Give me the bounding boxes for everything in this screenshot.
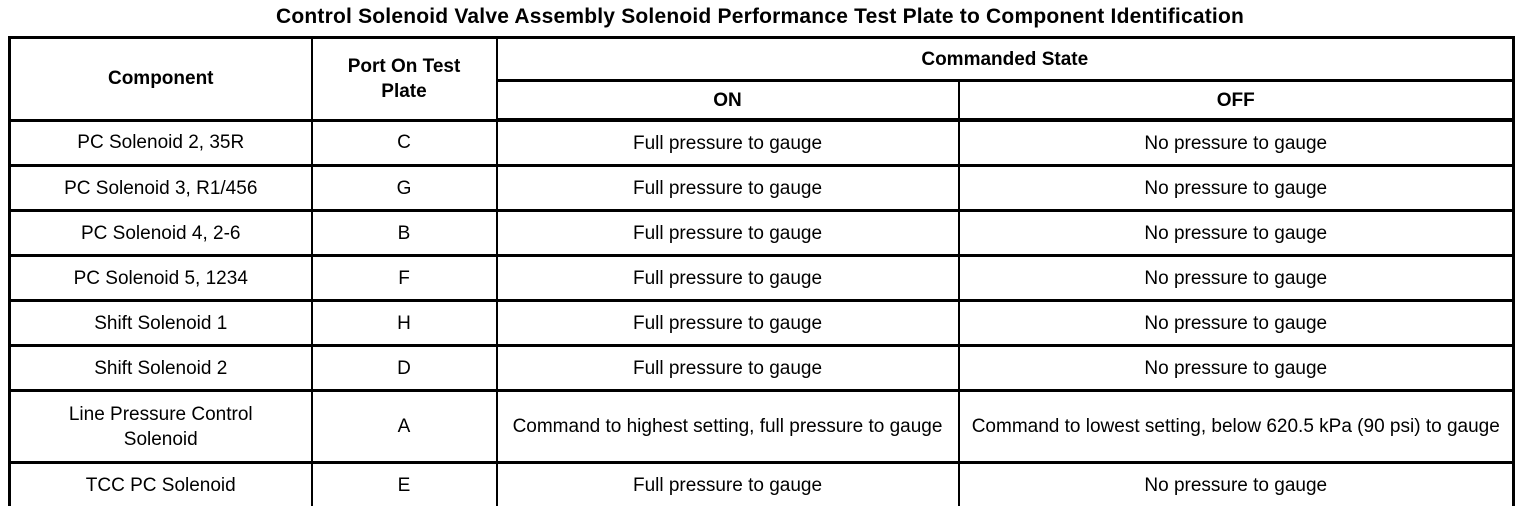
column-header-port-label: Port On Test Plate bbox=[347, 55, 461, 102]
cell-component: PC Solenoid 5, 1234 bbox=[8, 254, 313, 302]
cell-component: Line Pressure Control Solenoid bbox=[8, 389, 313, 464]
table-row: PC Solenoid 4, 2-6 B Full pressure to ga… bbox=[8, 209, 1515, 257]
cell-component: Shift Solenoid 2 bbox=[8, 344, 313, 392]
table-row: Shift Solenoid 1 H Full pressure to gaug… bbox=[8, 299, 1515, 347]
cell-on-state: Full pressure to gauge bbox=[495, 299, 960, 347]
cell-port: H bbox=[310, 299, 498, 347]
cell-off-state: No pressure to gauge bbox=[957, 299, 1515, 347]
cell-port: A bbox=[310, 389, 498, 464]
cell-off-state: No pressure to gauge bbox=[957, 209, 1515, 257]
cell-on-state: Full pressure to gauge bbox=[495, 461, 960, 506]
cell-component: PC Solenoid 3, R1/456 bbox=[8, 164, 313, 212]
cell-port: G bbox=[310, 164, 498, 212]
cell-on-state: Command to highest setting, full pressur… bbox=[495, 389, 960, 464]
table-row: PC Solenoid 5, 1234 F Full pressure to g… bbox=[8, 254, 1515, 302]
cell-on-state: Full pressure to gauge bbox=[495, 118, 960, 167]
cell-on-state: Full pressure to gauge bbox=[495, 209, 960, 257]
cell-port: C bbox=[310, 118, 498, 167]
column-header-port-on-test-plate: Port On Test Plate bbox=[310, 36, 498, 122]
cell-component-label: Line Pressure Control Solenoid bbox=[68, 403, 253, 450]
cell-on-state: Full pressure to gauge bbox=[495, 254, 960, 302]
table-row: Line Pressure Control Solenoid A Command… bbox=[8, 389, 1515, 464]
page-title: Control Solenoid Valve Assembly Solenoid… bbox=[275, 5, 1245, 28]
table-row: Shift Solenoid 2 D Full pressure to gaug… bbox=[8, 344, 1515, 392]
column-header-off: OFF bbox=[957, 79, 1515, 122]
column-header-commanded-state: Commanded State bbox=[495, 36, 1515, 82]
table-row: TCC PC Solenoid E Full pressure to gauge… bbox=[8, 461, 1515, 506]
cell-port: D bbox=[310, 344, 498, 392]
cell-component: PC Solenoid 2, 35R bbox=[8, 118, 313, 167]
table-header-row-top: Component Port On Test Plate Commanded S… bbox=[8, 36, 1515, 122]
table-header-row-bottom: ON OFF bbox=[10, 79, 1515, 122]
cell-component: TCC PC Solenoid bbox=[8, 461, 313, 506]
solenoid-test-table: Component Port On Test Plate Commanded S… bbox=[8, 36, 1515, 506]
cell-off-state: No pressure to gauge bbox=[957, 254, 1515, 302]
cell-off-state: No pressure to gauge bbox=[957, 344, 1515, 392]
cell-on-state: Full pressure to gauge bbox=[495, 164, 960, 212]
cell-off-state: Command to lowest setting, below 620.5 k… bbox=[957, 389, 1515, 464]
table-row: PC Solenoid 2, 35R C Full pressure to ga… bbox=[8, 118, 1515, 167]
cell-port: E bbox=[310, 461, 498, 506]
column-header-component: Component bbox=[8, 36, 313, 122]
cell-off-state: No pressure to gauge bbox=[957, 461, 1515, 506]
cell-off-state: No pressure to gauge bbox=[957, 164, 1515, 212]
table-row: PC Solenoid 3, R1/456 G Full pressure to… bbox=[8, 164, 1515, 212]
cell-port: F bbox=[310, 254, 498, 302]
cell-component: Shift Solenoid 1 bbox=[8, 299, 313, 347]
cell-on-state: Full pressure to gauge bbox=[495, 344, 960, 392]
column-header-on: ON bbox=[495, 79, 960, 122]
cell-off-state: No pressure to gauge bbox=[957, 118, 1515, 167]
cell-component: PC Solenoid 4, 2-6 bbox=[8, 209, 313, 257]
cell-port: B bbox=[310, 209, 498, 257]
